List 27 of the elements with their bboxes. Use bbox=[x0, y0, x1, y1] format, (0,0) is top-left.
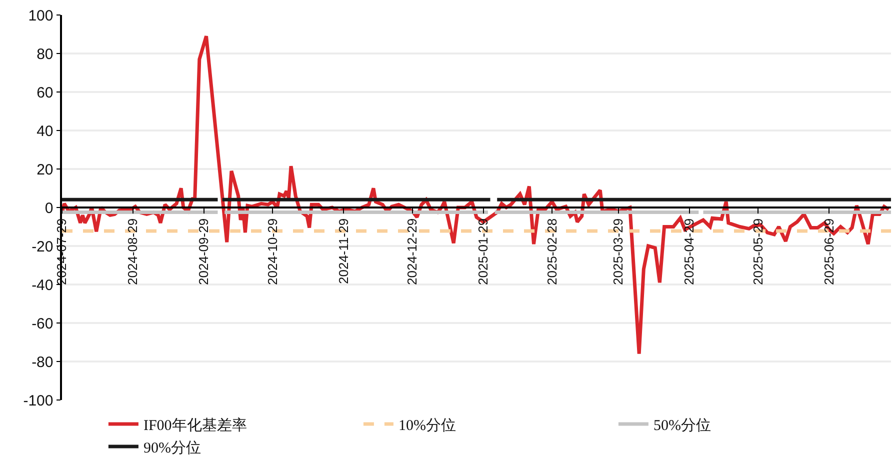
y-tick-label: 20 bbox=[36, 161, 54, 178]
x-tick-label: 2025-05-29 bbox=[750, 218, 766, 285]
x-tick-label: 2025-04-29 bbox=[682, 218, 697, 285]
x-tick-label: 2024-07-29 bbox=[54, 218, 70, 285]
x-tick-label: 2024-09-29 bbox=[196, 218, 212, 285]
x-tick-label: 2024-10-29 bbox=[264, 218, 280, 285]
x-tick-label: 2024-08-29 bbox=[125, 218, 140, 285]
y-tick-label: -80 bbox=[32, 354, 54, 371]
legend-label: 10%分位 bbox=[398, 416, 456, 434]
y-tick-label: 100 bbox=[28, 7, 54, 24]
y-tick-label: -100 bbox=[23, 392, 54, 410]
x-tick-label: 2025-02-28 bbox=[544, 218, 560, 285]
x-tick-label: 2024-12-29 bbox=[404, 218, 420, 285]
y-tick-label: -20 bbox=[32, 238, 54, 256]
x-tick-label: 2025-01-29 bbox=[476, 218, 491, 285]
y-tick-label: -60 bbox=[32, 315, 54, 332]
x-tick-label: 2024-11-29 bbox=[336, 218, 351, 284]
legend-label: 90%分位 bbox=[143, 439, 201, 456]
y-tick-label: -40 bbox=[32, 276, 54, 294]
y-tick-label: 80 bbox=[36, 46, 54, 63]
legend-label: IF00年化基差率 bbox=[143, 416, 247, 434]
x-tick-label: 2025-03-29 bbox=[610, 218, 626, 285]
x-tick-label: 2025-06-29 bbox=[821, 218, 836, 285]
y-tick-label: 0 bbox=[44, 200, 54, 217]
y-tick-label: 60 bbox=[36, 84, 54, 102]
y-tick-label: 40 bbox=[36, 122, 54, 140]
legend-label: 50%分位 bbox=[653, 416, 711, 434]
